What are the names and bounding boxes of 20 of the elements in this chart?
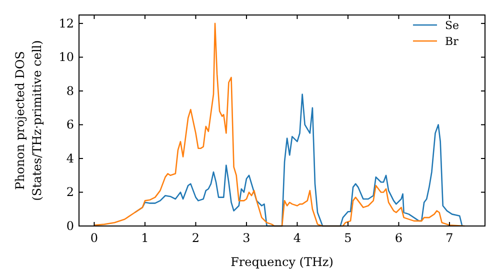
- x-tick-label: 3: [242, 231, 250, 245]
- x-tick-label: 5: [344, 231, 352, 245]
- y-tick-label: 2: [66, 185, 74, 200]
- legend-label: Br: [445, 35, 460, 48]
- legend-label: Se: [445, 19, 460, 32]
- y-tick-label: 4: [66, 151, 74, 166]
- y-tick-label: 10: [58, 50, 74, 64]
- line-series: [94, 22, 466, 227]
- x-tick-label: 1: [141, 231, 149, 245]
- y-tick-label: 8: [66, 84, 74, 98]
- x-tick-label: 7: [446, 231, 454, 245]
- x-tick-label: 0: [90, 231, 98, 245]
- y-tick-label: 6: [66, 118, 74, 132]
- x-tick-label: 2: [192, 231, 200, 245]
- y-tick-label: 12: [58, 16, 74, 30]
- x-tick-label: 6: [394, 231, 403, 245]
- y-tick-label: 0: [66, 219, 74, 233]
- x-tick-label: 4: [293, 231, 302, 245]
- y-axis-title: Phonon projected DOS (States/THz·primitive cell): [13, 40, 44, 201]
- x-axis-title: Frequency (THz): [230, 255, 334, 269]
